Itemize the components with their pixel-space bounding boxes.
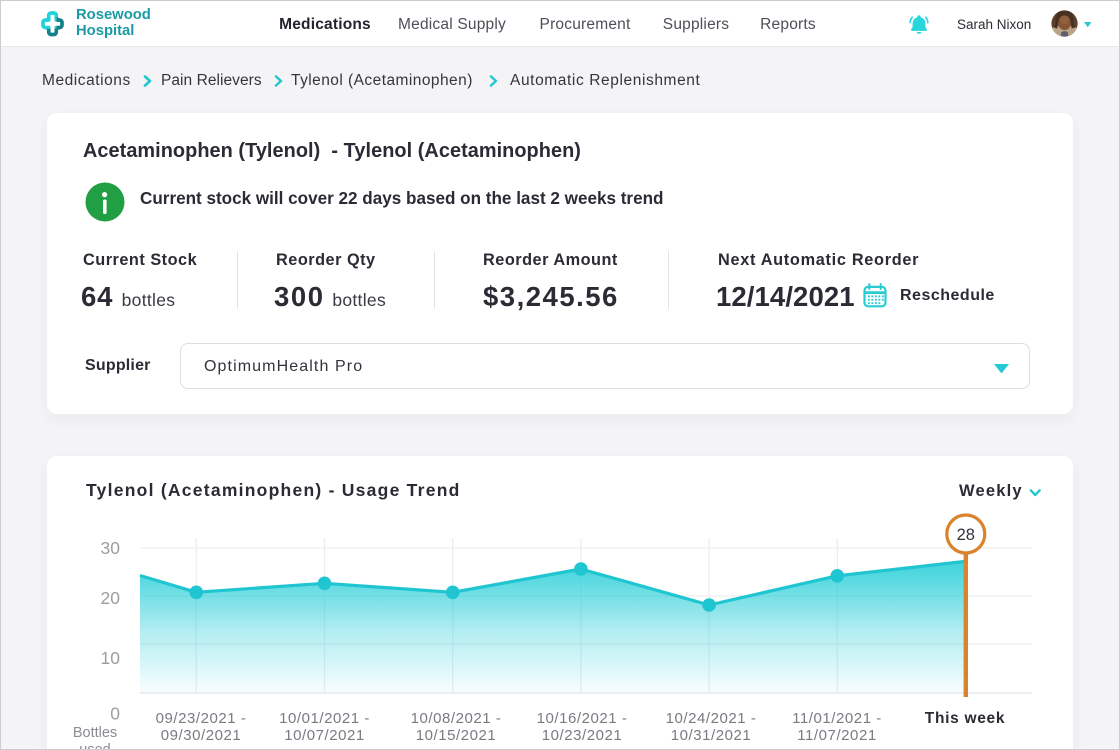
svg-text:10/15/2021: 10/15/2021 xyxy=(416,727,497,744)
svg-text:20: 20 xyxy=(101,588,121,608)
svg-text:10/31/2021: 10/31/2021 xyxy=(671,727,752,744)
svg-text:10/07/2021: 10/07/2021 xyxy=(284,727,365,744)
svg-text:0: 0 xyxy=(110,704,120,724)
svg-text:11/01/2021 -: 11/01/2021 - xyxy=(792,710,882,727)
svg-text:10/24/2021 -: 10/24/2021 - xyxy=(666,710,757,727)
svg-text:28: 28 xyxy=(957,526,975,544)
svg-text:09/23/2021 -: 09/23/2021 - xyxy=(156,710,247,727)
svg-text:10/16/2021 -: 10/16/2021 - xyxy=(537,710,628,727)
svg-text:10/23/2021: 10/23/2021 xyxy=(542,727,623,744)
svg-text:10/01/2021 -: 10/01/2021 - xyxy=(279,710,370,727)
svg-text:10/08/2021 -: 10/08/2021 - xyxy=(411,710,502,727)
svg-text:used: used xyxy=(79,742,110,750)
svg-text:11/07/2021: 11/07/2021 xyxy=(797,727,876,744)
svg-text:30: 30 xyxy=(101,538,121,558)
svg-text:10: 10 xyxy=(101,648,121,668)
svg-text:09/30/2021: 09/30/2021 xyxy=(161,727,242,744)
svg-text:This week: This week xyxy=(925,710,1005,727)
svg-text:Bottles: Bottles xyxy=(73,725,117,741)
